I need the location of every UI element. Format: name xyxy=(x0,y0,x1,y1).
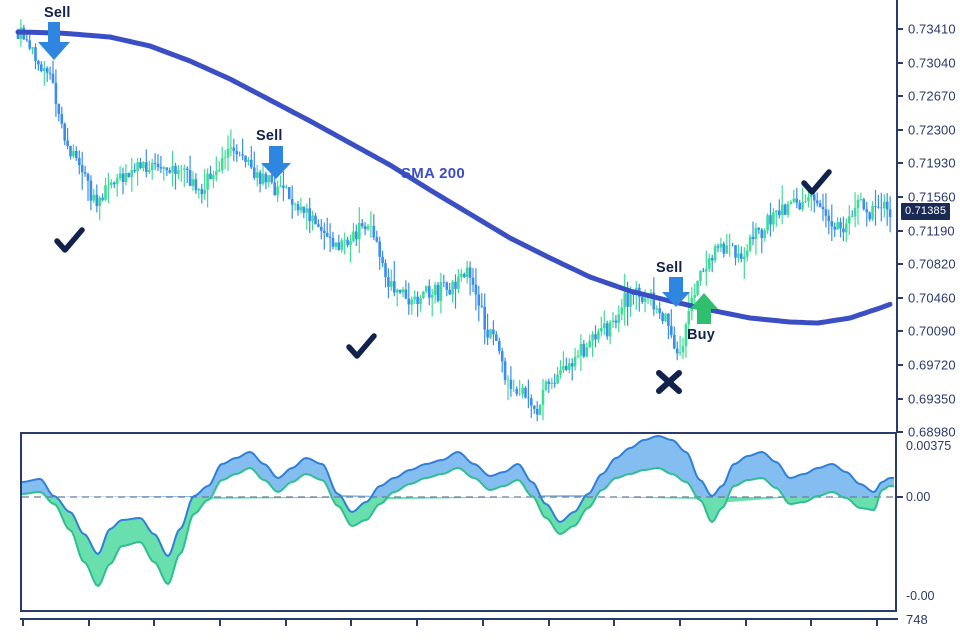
price-tick xyxy=(897,296,903,299)
bar-count-label: 748 xyxy=(906,612,928,627)
price-axis-line xyxy=(896,0,898,432)
arrow-down-icon xyxy=(38,22,70,60)
price-tick xyxy=(897,162,903,165)
price-tick xyxy=(897,263,903,266)
sma-overlay-label: SMA 200 xyxy=(401,165,466,182)
price-tick-label: 0.69350 xyxy=(908,391,956,407)
annotation-sell-3-label: Sell xyxy=(656,260,683,276)
oscillator-line-1 xyxy=(21,434,894,558)
time-tick xyxy=(547,619,550,626)
price-tick-label: 0.70090 xyxy=(908,323,956,339)
time-tick xyxy=(284,619,287,626)
check-icon xyxy=(54,227,85,253)
cross-icon xyxy=(656,370,682,394)
time-tick xyxy=(87,619,90,626)
price-tick-label: 0.73410 xyxy=(908,21,956,37)
oscillator-tick-label: 0.00 xyxy=(906,490,931,504)
time-tick xyxy=(876,619,878,626)
oscillator-tick xyxy=(897,496,903,498)
price-tick xyxy=(897,229,903,232)
price-tick-label: 0.71190 xyxy=(908,223,955,239)
price-tick xyxy=(897,128,903,131)
check-icon xyxy=(801,169,832,195)
arrow-up-icon xyxy=(690,293,718,324)
time-tick xyxy=(153,619,156,626)
price-tick-label: 0.72300 xyxy=(908,122,956,138)
price-tick-label: 0.71560 xyxy=(908,189,956,205)
oscillator-plot-area xyxy=(21,434,895,588)
time-axis-line xyxy=(20,618,898,620)
check-icon xyxy=(346,333,377,359)
time-tick xyxy=(22,619,24,626)
price-tick-label: 0.73040 xyxy=(908,55,956,71)
price-tick-label: 0.70820 xyxy=(908,256,956,272)
oscillator-fill-above xyxy=(22,436,894,497)
time-tick xyxy=(744,619,747,626)
time-tick xyxy=(678,619,681,626)
annotation-sell-1-label: Sell xyxy=(44,5,71,21)
oscillator-tick-label: 0.00375 xyxy=(906,439,952,453)
price-tick-label: 0.69720 xyxy=(908,357,956,373)
price-tick xyxy=(897,397,903,400)
price-tick xyxy=(897,364,903,366)
time-tick xyxy=(416,619,419,626)
arrow-down-icon xyxy=(261,146,291,179)
price-tick xyxy=(897,28,903,30)
time-tick xyxy=(219,619,222,626)
time-tick xyxy=(810,619,813,626)
price-tick xyxy=(897,431,903,434)
oscillator-panel[interactable] xyxy=(20,432,897,612)
current-price-badge[interactable]: 0.71385 xyxy=(901,203,951,220)
sma-200-line xyxy=(15,29,893,326)
price-plot-area xyxy=(15,19,893,422)
price-tick-label: 0.68980 xyxy=(908,424,956,440)
annotation-sell-2-label: Sell xyxy=(256,128,283,144)
price-chart-panel[interactable] xyxy=(0,0,897,432)
annotation-buy-1-label: Buy xyxy=(687,327,715,343)
price-tick-label: 0.72670 xyxy=(908,88,956,104)
time-tick xyxy=(350,619,353,626)
price-tick xyxy=(897,95,903,98)
price-tick-label: 0.71930 xyxy=(908,155,956,171)
oscillator-line-2 xyxy=(21,466,894,588)
oscillator-tick-label: -0.00 xyxy=(906,589,935,603)
price-tick xyxy=(897,196,903,198)
price-tick xyxy=(897,61,903,64)
price-tick xyxy=(897,330,903,333)
time-tick xyxy=(613,619,616,626)
time-tick xyxy=(481,619,484,626)
price-tick-label: 0.70460 xyxy=(908,290,956,306)
arrow-down-icon xyxy=(662,277,690,307)
